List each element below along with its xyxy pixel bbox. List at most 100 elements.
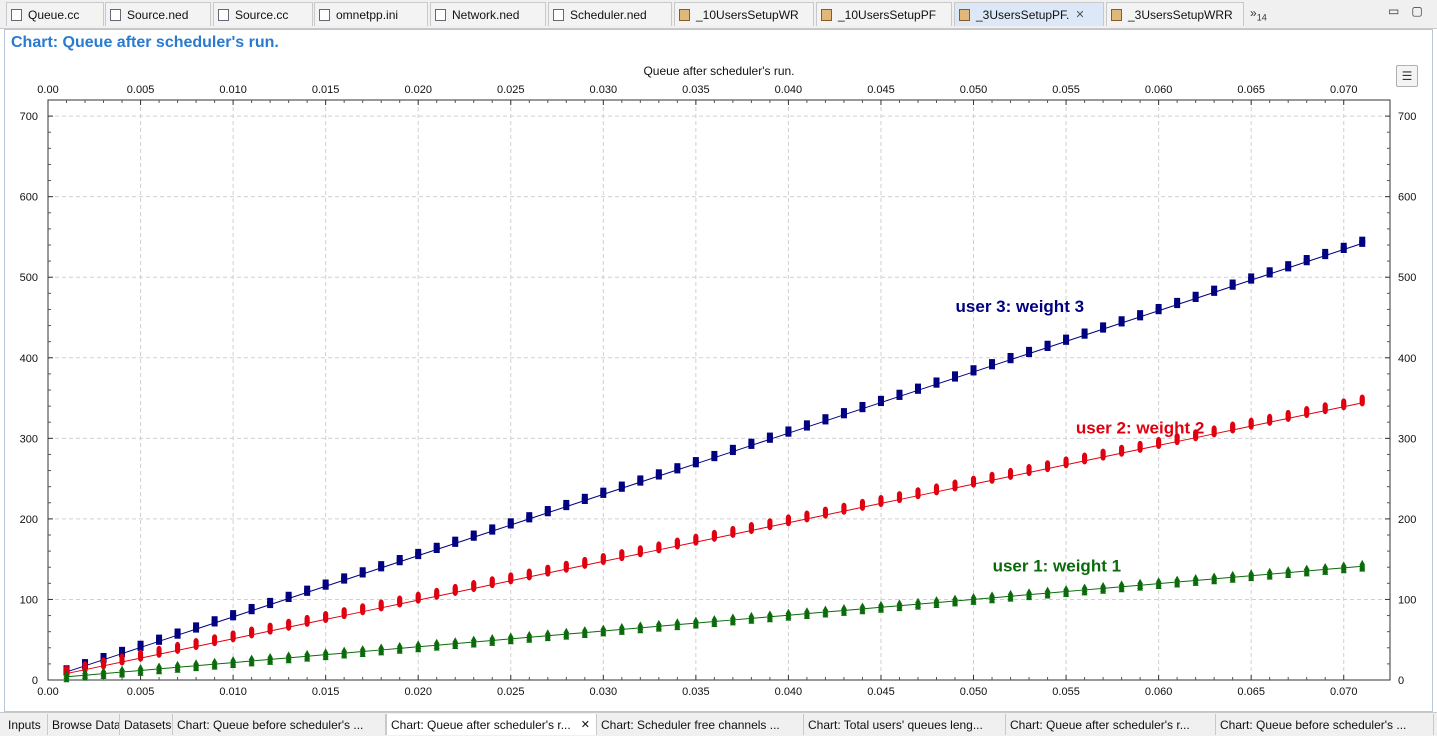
bottom-tab-label: Inputs [8, 717, 41, 732]
bottom-tab-label: Chart: Queue after scheduler's r... [391, 717, 571, 732]
data-point [914, 383, 921, 391]
series-2 [63, 394, 1365, 678]
data-point [397, 595, 403, 603]
editor-tab[interactable]: Queue.cc [6, 2, 104, 26]
data-point [1044, 340, 1051, 348]
data-point [1155, 304, 1162, 312]
data-point [1267, 413, 1273, 421]
tab-browse-data[interactable]: Browse Data [48, 714, 120, 735]
bottom-tab-label: Chart: Queue before scheduler's ... [1220, 717, 1407, 732]
tab-chart-active[interactable]: Chart: Queue after scheduler's r... ✕ [386, 714, 597, 735]
data-point [952, 479, 958, 487]
data-point [1229, 570, 1236, 577]
editor-tab[interactable]: _10UsersSetupWR [674, 2, 814, 26]
data-point [1137, 310, 1144, 318]
x-tick-label-top: 0.070 [1330, 84, 1358, 96]
data-point [1174, 297, 1181, 305]
bottom-tab-label: Datasets [124, 717, 172, 732]
editor-tab[interactable]: Scheduler.ned [548, 2, 672, 26]
minimize-icon[interactable]: ▭ [1388, 4, 1400, 18]
y-tick-label-right: 400 [1398, 353, 1416, 365]
data-point [230, 610, 237, 618]
editor-tab[interactable]: Source.cc [213, 2, 313, 26]
close-icon[interactable]: ✕ [1075, 9, 1085, 21]
editor-tab[interactable]: Source.ned [105, 2, 211, 26]
data-point [378, 643, 385, 649]
data-point [285, 651, 292, 657]
data-point [915, 487, 921, 495]
x-tick-label: 0.070 [1330, 686, 1358, 698]
data-point [896, 389, 903, 397]
data-point [396, 555, 403, 563]
data-point [471, 580, 477, 588]
data-point [489, 634, 496, 640]
data-point [434, 587, 440, 595]
data-point [970, 475, 977, 483]
tab-chart[interactable]: Chart: Total users' queues leng... [804, 714, 1006, 735]
data-point [137, 664, 144, 670]
data-point [1174, 433, 1180, 441]
analysis-file-icon [959, 8, 970, 21]
data-point [1063, 334, 1070, 342]
data-point [1026, 588, 1033, 594]
editor-tab-label: Network.ned [452, 7, 520, 22]
data-point [600, 487, 607, 495]
data-point [211, 634, 218, 642]
tab-chart[interactable]: Chart: Queue before scheduler's ... [173, 714, 386, 735]
data-point [822, 414, 829, 422]
data-point [1137, 440, 1143, 449]
tab-chart[interactable]: Chart: Queue after scheduler's r... [1006, 714, 1216, 735]
data-point [1026, 346, 1033, 354]
data-point [989, 591, 996, 597]
editor-tab[interactable]: _3UsersSetupWRR [1106, 2, 1244, 26]
tab-datasets[interactable]: Datasets [120, 714, 173, 735]
tab-chart[interactable]: Chart: Queue before scheduler's ... [1216, 714, 1434, 735]
editor-tab[interactable]: omnetpp.ini [314, 2, 428, 26]
data-point [1100, 448, 1106, 456]
series-annotation: user 2: weight 2 [1076, 419, 1204, 438]
data-point [619, 549, 625, 557]
close-icon[interactable]: ✕ [580, 719, 590, 731]
chart-header-title: Chart: Queue after scheduler's run. [11, 34, 279, 51]
data-point [507, 632, 514, 638]
data-point [804, 510, 810, 518]
data-point [563, 499, 570, 507]
data-point [1118, 580, 1125, 586]
tab-overflow-button[interactable]: »14 [1250, 6, 1267, 22]
x-tick-label-top: 0.010 [219, 84, 247, 96]
data-point [452, 637, 459, 643]
analysis-file-icon [679, 8, 690, 21]
editor-tab-active[interactable]: _3UsersSetupPF. ✕ [954, 2, 1104, 26]
data-point [1174, 575, 1181, 582]
ned-file-icon [110, 8, 121, 21]
data-point [193, 638, 199, 646]
y-tick-label: 600 [20, 192, 38, 204]
x-tick-label-top: 0.025 [497, 84, 525, 96]
tab-inputs[interactable]: Inputs [4, 714, 48, 735]
data-point [1100, 322, 1107, 330]
editor-tab[interactable]: _10UsersSetupPF [816, 2, 952, 26]
data-point [507, 518, 514, 526]
data-point [656, 541, 662, 549]
editor-tab[interactable]: Network.ned [430, 2, 546, 26]
grid [48, 100, 1390, 680]
data-point [803, 420, 810, 428]
data-point [230, 656, 237, 662]
tab-chart[interactable]: Chart: Scheduler free channels ... [597, 714, 804, 735]
data-point [878, 494, 884, 503]
data-point [730, 525, 736, 534]
legend-toggle-button[interactable]: ☰ [1396, 65, 1418, 87]
editor-tab-label: Source.cc [235, 7, 289, 22]
data-point [82, 668, 89, 675]
data-point [526, 568, 532, 576]
bottom-tab-label: Chart: Queue before scheduler's ... [177, 717, 364, 732]
data-point [1100, 581, 1107, 588]
y-tick-label: 500 [20, 272, 38, 284]
data-point [1266, 267, 1273, 275]
data-point [933, 483, 940, 491]
line-chart: Queue after scheduler's run. 0.000.000.0… [20, 64, 1417, 698]
data-point [692, 616, 699, 623]
maximize-icon[interactable]: ▢ [1411, 4, 1423, 18]
data-point [1340, 242, 1347, 250]
data-point [581, 493, 588, 501]
